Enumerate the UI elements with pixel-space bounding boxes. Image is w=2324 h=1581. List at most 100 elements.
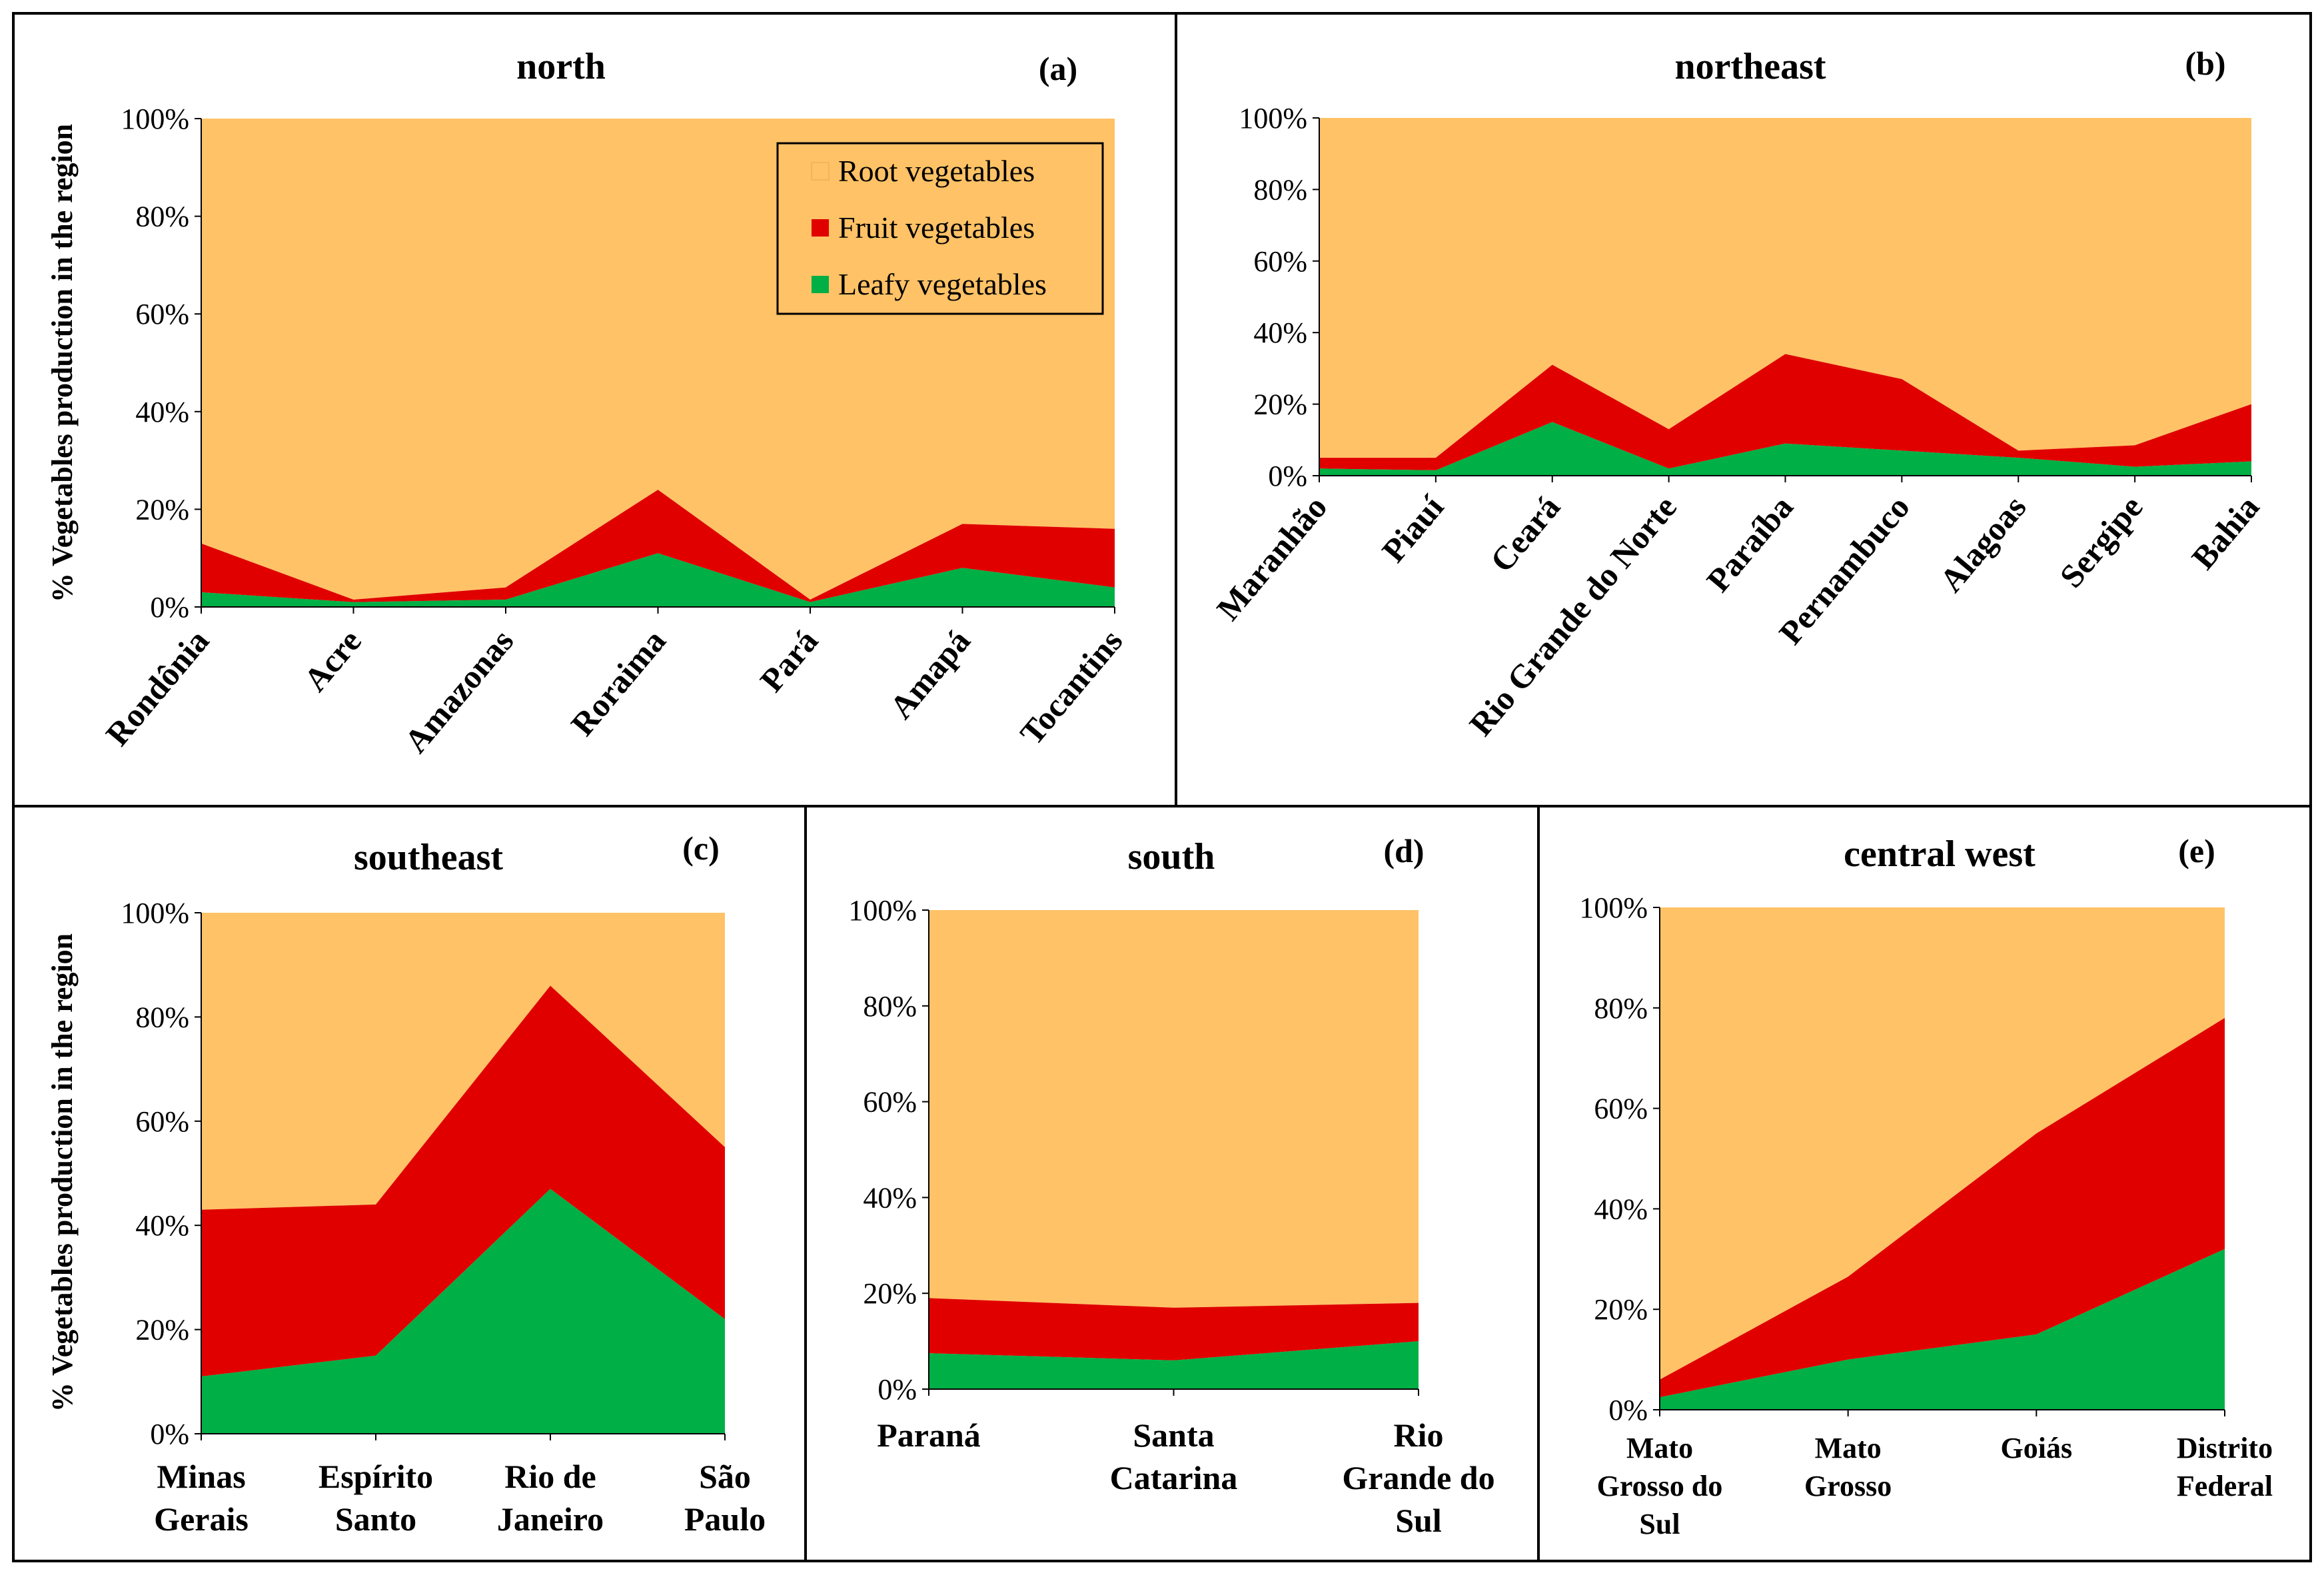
category-label: Amapá: [882, 622, 977, 726]
y-tick-label: 0%: [1268, 460, 1307, 492]
area-root-vegetables: [1319, 118, 2251, 458]
area-leafy-vegetables: [201, 1189, 725, 1434]
category-label: Minas: [157, 1458, 245, 1495]
panel-label: (b): [2185, 45, 2225, 82]
category-label: Ceará: [1482, 488, 1567, 579]
area-root-vegetables: [201, 913, 725, 1210]
category-label: Maranhão: [1209, 488, 1335, 627]
chart-title: south: [1128, 836, 1215, 877]
category-label: Acre: [296, 622, 368, 698]
area-leafy-vegetables: [1319, 422, 2251, 476]
category-label: Distrito: [2177, 1432, 2273, 1464]
area-leafy-vegetables: [1660, 1249, 2225, 1410]
legend: Root vegetables Fruit vegetables Leafy veg…: [776, 142, 1104, 315]
category-label: Janeiro: [497, 1500, 604, 1538]
category-label: Bahia: [2184, 488, 2266, 576]
area-fruit-vegetables: [201, 490, 1115, 602]
category-label: Pará: [752, 622, 825, 699]
panel-b: 0% 20% 40% 60% 80% 100% Maranhão Piauí CearáRio …: [1175, 12, 2312, 807]
y-tick-label: 80%: [1594, 992, 1648, 1025]
y-tick-label: 20%: [1594, 1293, 1648, 1326]
category-label: Catarina: [1110, 1459, 1238, 1496]
area-fruit-vegetables: [929, 1298, 1419, 1360]
chart-title: southeast: [354, 837, 503, 878]
category-label: Alagoas: [1932, 488, 2034, 599]
legend-label: Leafy vegetables: [838, 267, 1047, 301]
category-label: Tocantins: [1013, 622, 1130, 752]
y-tick-label: 40%: [135, 1209, 189, 1242]
category-label: São: [699, 1458, 751, 1495]
category-label: Rio: [1394, 1416, 1444, 1454]
area-fruit-vegetables: [1660, 1017, 2225, 1398]
category-label: Gerais: [154, 1500, 249, 1538]
panel-a: 0% 20% 40% 60% 80% 100% Rondônia Acre Amazonas Ro…: [12, 12, 1177, 807]
y-tick-label: 80%: [1253, 173, 1307, 206]
category-label: Paraná: [877, 1416, 981, 1454]
panel-label: (a): [1039, 50, 1077, 87]
y-tick-label: 60%: [1594, 1093, 1648, 1125]
panel-d: 0% 20% 40% 60% 80% 100% Paraná Santa Catarina Rio…: [804, 805, 1540, 1562]
category-label: Paraíba: [1699, 488, 1800, 599]
y-axis-label: % Vegetables production in the region: [46, 124, 79, 602]
area-leafy-vegetables: [201, 553, 1115, 607]
y-tick-label: 0%: [1608, 1394, 1648, 1426]
area-fruit-vegetables: [201, 985, 725, 1376]
area-root-vegetables: [929, 910, 1419, 1308]
category-label: Rondônia: [99, 622, 217, 753]
y-tick-label: 40%: [135, 396, 189, 428]
category-label: Espírito: [318, 1458, 433, 1495]
y-tick-label: 40%: [1253, 316, 1307, 349]
category-label: Sul: [1395, 1502, 1442, 1539]
category-label: Grande do: [1342, 1459, 1494, 1496]
category-label: Mato: [1626, 1432, 1693, 1464]
area-root-vegetables: [1660, 907, 2225, 1380]
panel-label: (d): [1383, 832, 1424, 869]
y-tick-label: 20%: [135, 1314, 189, 1346]
category-label: Sergipe: [2052, 488, 2149, 594]
y-tick-label: 20%: [863, 1277, 917, 1310]
chart-title: north: [516, 46, 606, 87]
panel-c: 0% 20% 40% 60% 80% 100% Minas Gerais Espírito San…: [12, 805, 807, 1562]
category-label: Amazonas: [397, 622, 521, 760]
y-axis-label: % Vegetables production in the region: [46, 933, 79, 1412]
category-label: Piauí: [1375, 488, 1451, 569]
y-tick-label: 0%: [877, 1373, 917, 1406]
chart-title: northeast: [1674, 46, 1826, 87]
chart-title: central west: [1844, 833, 2035, 875]
legend-swatch-fruit: [812, 219, 829, 237]
category-label: Grosso do: [1597, 1470, 1723, 1502]
legend-label: Root vegetables: [838, 154, 1035, 188]
legend-label: Fruit vegetables: [838, 211, 1035, 245]
legend-swatch-root: [811, 162, 830, 181]
panel-e: 0% 20% 40% 60% 80% 100% Mato Grosso do Sul Mato Gr…: [1537, 805, 2312, 1562]
y-tick-label: 100%: [1579, 891, 1648, 924]
y-tick-label: 60%: [135, 1105, 189, 1138]
legend-box: [776, 142, 1104, 315]
panel-border: [1537, 805, 2312, 1562]
y-tick-label: 80%: [135, 201, 189, 233]
y-tick-label: 0%: [150, 591, 189, 624]
y-tick-label: 100%: [121, 897, 189, 929]
y-tick-label: 80%: [135, 1001, 189, 1033]
panel-label: (e): [2178, 832, 2215, 869]
y-tick-label: 40%: [1594, 1193, 1648, 1225]
category-label: Santa: [1133, 1416, 1214, 1454]
y-tick-label: 40%: [863, 1181, 917, 1214]
area-fruit-vegetables: [1319, 354, 2251, 470]
y-tick-label: 20%: [1253, 388, 1307, 421]
area-leafy-vegetables: [929, 1341, 1419, 1389]
category-label: Santo: [335, 1500, 416, 1538]
category-label: Paulo: [684, 1500, 766, 1538]
category-label: Grosso: [1804, 1470, 1892, 1502]
category-label: Rio de: [504, 1458, 596, 1495]
y-tick-label: 20%: [135, 493, 189, 526]
y-tick-label: 60%: [863, 1086, 917, 1119]
category-label: Goiás: [2001, 1432, 2073, 1464]
y-tick-label: 100%: [1239, 102, 1307, 135]
y-tick-label: 80%: [863, 990, 917, 1023]
category-label: Rio Grande do Norte: [1462, 488, 1684, 743]
category-label: Mato: [1815, 1432, 1882, 1464]
legend-swatch-leafy: [812, 276, 829, 293]
y-tick-label: 60%: [1253, 245, 1307, 278]
